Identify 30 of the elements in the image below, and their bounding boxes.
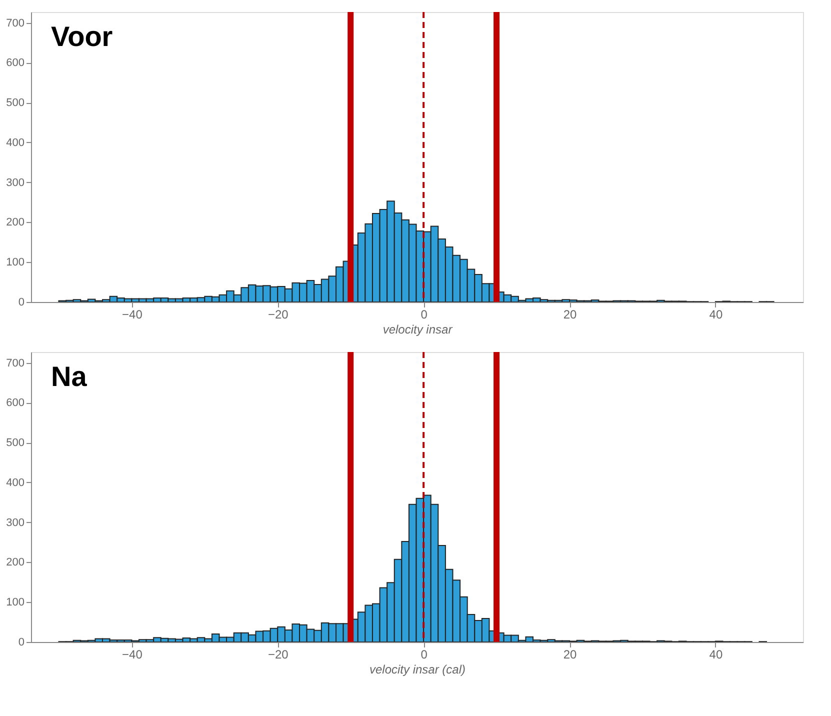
y-tick-label: 400 <box>6 136 24 149</box>
y-tick-label: 300 <box>6 516 24 529</box>
y-tick-label: 100 <box>6 596 24 609</box>
y-tick-label: 0 <box>18 636 24 648</box>
y-tick-label: 700 <box>6 357 24 370</box>
y-tick-label: 300 <box>6 176 24 189</box>
x-axis-title: velocity insar <box>382 322 454 336</box>
x-tick-label: 0 <box>420 648 428 662</box>
x-tick-label: 40 <box>709 648 723 662</box>
y-tick-label: 100 <box>6 256 24 269</box>
y-tick-label: 500 <box>6 97 24 110</box>
y-tick-label: 600 <box>6 397 24 410</box>
chart-title: Na <box>51 361 88 392</box>
x-tick-label: 20 <box>563 648 577 662</box>
x-tick-label: 0 <box>420 308 428 322</box>
x-tick-label: −20 <box>268 308 289 322</box>
x-tick-label: 40 <box>709 308 723 322</box>
x-tick-label: −20 <box>268 648 289 662</box>
y-tick-label: 600 <box>6 57 24 70</box>
y-tick-label: 700 <box>6 17 24 30</box>
x-tick-label: 20 <box>563 308 577 322</box>
x-axis-title: velocity insar (cal) <box>369 662 466 676</box>
y-tick-label: 400 <box>6 476 24 489</box>
chart-title: Voor <box>51 21 113 52</box>
y-tick-label: 0 <box>18 296 24 308</box>
y-tick-label: 200 <box>6 216 24 229</box>
x-tick-label: −40 <box>122 648 143 662</box>
y-tick-label: 200 <box>6 556 24 569</box>
y-tick-label: 500 <box>6 437 24 450</box>
x-tick-label: −40 <box>122 308 143 322</box>
